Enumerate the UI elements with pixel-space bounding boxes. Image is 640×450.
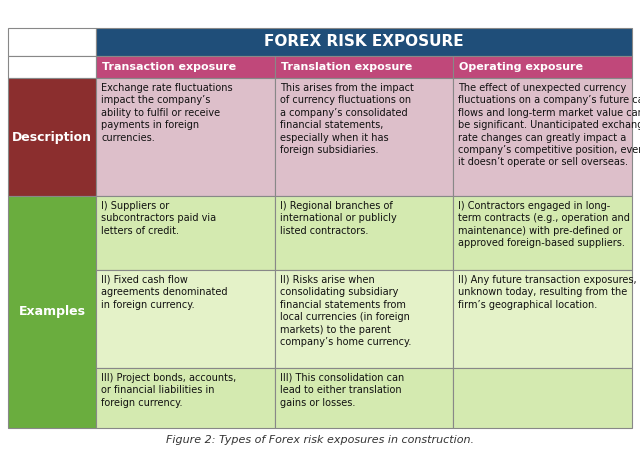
Text: II) Risks arise when
consolidating subsidiary
financial statements from
local cu: II) Risks arise when consolidating subsi… — [280, 275, 411, 347]
Bar — [96, 28, 632, 56]
Text: Figure 2: Types of Forex risk exposures in construction.: Figure 2: Types of Forex risk exposures … — [166, 435, 474, 445]
Text: I) Contractors engaged in long-
term contracts (e.g., operation and
maintenance): I) Contractors engaged in long- term con… — [458, 201, 630, 248]
Bar — [96, 78, 275, 196]
Bar — [275, 368, 453, 428]
Bar — [453, 368, 632, 428]
Text: I) Suppliers or
subcontractors paid via
letters of credit.: I) Suppliers or subcontractors paid via … — [101, 201, 216, 236]
Bar — [8, 56, 96, 78]
Text: Exchange rate fluctuations
impact the company’s
ability to fulfil or receive
pay: Exchange rate fluctuations impact the co… — [101, 83, 232, 143]
Bar — [453, 56, 632, 78]
Bar — [275, 56, 453, 78]
Bar — [96, 270, 275, 368]
Text: I) Regional branches of
international or publicly
listed contractors.: I) Regional branches of international or… — [280, 201, 396, 236]
Text: III) Project bonds, accounts,
or financial liabilities in
foreign currency.: III) Project bonds, accounts, or financi… — [101, 373, 236, 408]
Text: II) Fixed cash flow
agreements denominated
in foreign currency.: II) Fixed cash flow agreements denominat… — [101, 275, 227, 310]
Bar — [8, 28, 96, 56]
Bar — [8, 196, 96, 428]
Bar — [96, 368, 275, 428]
Text: Operating exposure: Operating exposure — [460, 62, 583, 72]
Bar — [275, 196, 453, 270]
Text: III) This consolidation can
lead to either translation
gains or losses.: III) This consolidation can lead to eith… — [280, 373, 404, 408]
Bar — [275, 270, 453, 368]
Bar — [275, 78, 453, 196]
Bar — [96, 196, 275, 270]
Bar — [453, 78, 632, 196]
Text: This arises from the impact
of currency fluctuations on
a company’s consolidated: This arises from the impact of currency … — [280, 83, 413, 155]
Text: The effect of unexpected currency
fluctuations on a company’s future cash
flows : The effect of unexpected currency fluctu… — [458, 83, 640, 167]
Text: Translation exposure: Translation exposure — [281, 62, 412, 72]
Text: Transaction exposure: Transaction exposure — [102, 62, 236, 72]
Text: II) Any future transaction exposures,
unknown today, resulting from the
firm’s g: II) Any future transaction exposures, un… — [458, 275, 637, 310]
Bar — [453, 270, 632, 368]
Bar — [8, 78, 96, 196]
Bar — [96, 56, 275, 78]
Text: FOREX RISK EXPOSURE: FOREX RISK EXPOSURE — [264, 35, 464, 50]
Bar — [453, 196, 632, 270]
Text: Description: Description — [12, 130, 92, 144]
Text: Examples: Examples — [19, 306, 86, 319]
